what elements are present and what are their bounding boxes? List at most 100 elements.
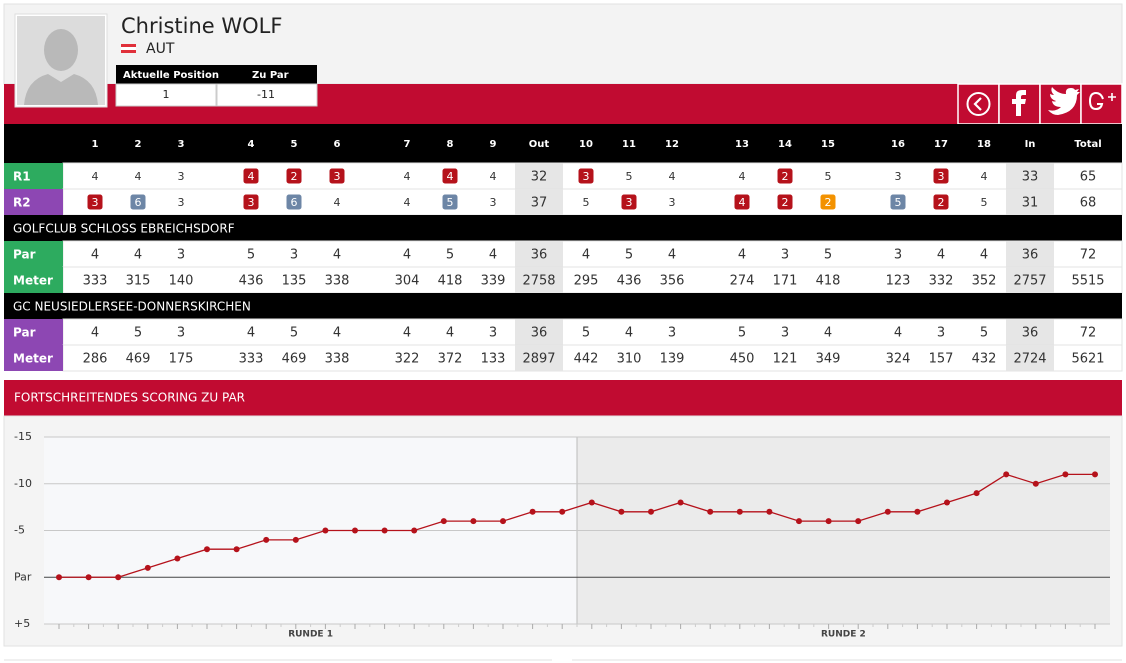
column-header: In (1025, 139, 1036, 150)
score: 4 (669, 170, 676, 183)
course-value: 469 (282, 352, 307, 367)
score-point (736, 508, 743, 515)
course-value: 36 (531, 326, 548, 341)
course-value: 175 (169, 352, 194, 367)
score-line (59, 473, 1095, 578)
score: 5 (626, 170, 633, 183)
score: 3 (248, 196, 255, 209)
score-point (825, 518, 832, 525)
row-label: R2 (13, 196, 31, 210)
row-bg (62, 188, 1123, 216)
course-value: 5 (247, 248, 255, 263)
score: 4 (248, 170, 255, 183)
course-value: 5 (290, 326, 298, 341)
score-marker (578, 168, 594, 184)
course-value: 310 (617, 352, 642, 367)
facebook-button[interactable] (998, 83, 1041, 125)
score: 3 (334, 170, 341, 183)
total-column-bg (515, 319, 563, 345)
score-point (1062, 471, 1069, 478)
score-point (914, 508, 921, 515)
score: 2 (782, 196, 789, 209)
score-marker (777, 168, 793, 184)
course-value: 139 (660, 352, 685, 367)
total-column-bg (515, 267, 563, 293)
score-marker (734, 194, 750, 210)
total-column-bg (1006, 241, 1054, 267)
course-value: 4 (489, 248, 497, 263)
column-header: 17 (934, 139, 948, 150)
score-point (204, 546, 210, 553)
google-plus-button[interactable] (1080, 83, 1123, 125)
course-value: 135 (282, 274, 307, 289)
course-name-bg (4, 215, 1122, 241)
course-value: 333 (239, 352, 264, 367)
score-marker (442, 168, 458, 184)
score: 4 (981, 170, 988, 183)
course-value: 123 (886, 274, 911, 289)
course-value: 5 (738, 326, 746, 341)
position-value: -11 (257, 88, 275, 101)
score-point (884, 508, 891, 515)
score-marker (933, 168, 949, 184)
row-label: R1 (13, 170, 31, 184)
back-button[interactable] (957, 83, 1000, 125)
score-point (648, 508, 654, 515)
total-column-bg (1006, 267, 1054, 293)
course-value: 4 (134, 248, 142, 263)
course-value: 3 (781, 248, 789, 263)
course-value: 3 (177, 326, 185, 341)
column-header: 15 (821, 139, 835, 150)
row-bg (62, 240, 1123, 268)
course-value: 4 (738, 248, 746, 263)
course-value: 3 (781, 326, 789, 341)
column-header: 12 (665, 139, 679, 150)
course-value: 352 (972, 274, 997, 289)
column-header: 18 (977, 139, 991, 150)
twitter-button[interactable] (1039, 83, 1082, 125)
score-marker (777, 194, 793, 210)
course-value: 4 (824, 326, 832, 341)
course-value: 349 (816, 352, 841, 367)
course-value: 4 (247, 326, 255, 341)
position-header (116, 65, 317, 84)
column-header: 6 (334, 139, 341, 150)
course-value: 3 (937, 326, 945, 341)
total-column-bg (1006, 163, 1054, 189)
column-header: 4 (248, 139, 255, 150)
column-header: 16 (891, 139, 905, 150)
score: 2 (291, 170, 298, 183)
score-point (292, 536, 299, 543)
row-label-bg (4, 189, 63, 215)
score: 3 (895, 170, 902, 183)
total-column-bg (515, 163, 563, 189)
flag (121, 44, 136, 53)
score-marker (820, 194, 836, 210)
score-point (233, 546, 240, 553)
column-header: Out (529, 139, 550, 150)
score-marker (286, 194, 302, 210)
course-value: 72 (1080, 248, 1097, 263)
column-header: 10 (579, 139, 593, 150)
score: 65 (1080, 170, 1097, 185)
score: 4 (404, 196, 411, 209)
score: 3 (626, 196, 633, 209)
y-tick-label: -10 (14, 477, 32, 490)
score-point (85, 574, 92, 581)
score-point (144, 564, 151, 571)
chart-header (4, 380, 1122, 416)
score-point (381, 527, 388, 534)
course-value: 295 (574, 274, 599, 289)
group-label: RUNDE 1 (288, 630, 333, 640)
score-point (500, 518, 506, 525)
course-value: 4 (403, 248, 411, 263)
course-value: 3 (489, 326, 497, 341)
position-cell (115, 83, 217, 107)
row-label-bg (4, 267, 63, 293)
course-value: 3 (894, 248, 902, 263)
score: 2 (938, 196, 945, 209)
column-header: 7 (404, 139, 411, 150)
score: 4 (404, 170, 411, 183)
score: 6 (291, 196, 298, 209)
